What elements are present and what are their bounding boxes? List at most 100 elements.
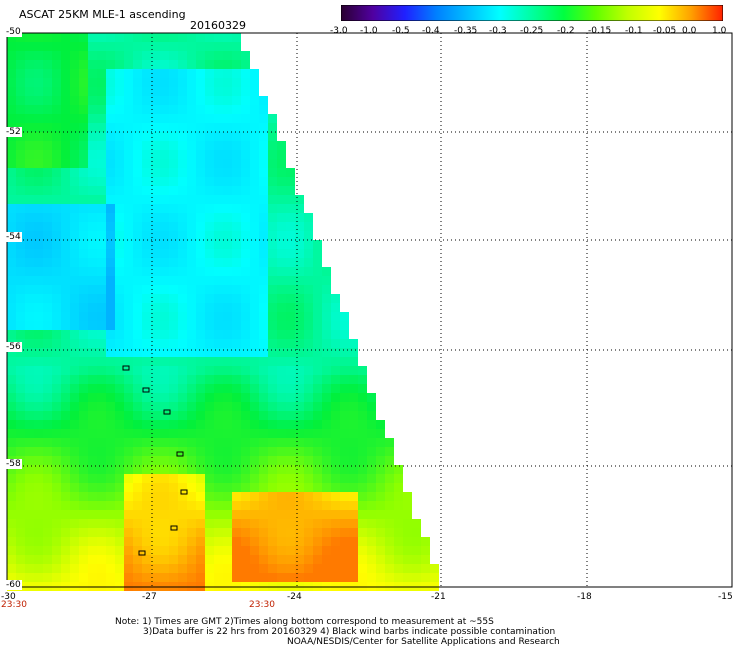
swath-cell bbox=[259, 357, 268, 366]
swath-cell bbox=[70, 123, 79, 132]
swath-cell bbox=[205, 213, 214, 222]
swath-cell bbox=[169, 465, 178, 474]
swath-cell bbox=[52, 96, 61, 105]
swath-cell bbox=[313, 501, 322, 510]
swath-cell bbox=[7, 195, 16, 204]
swath-cell bbox=[205, 339, 214, 348]
swath-cell bbox=[187, 51, 196, 60]
swath-cell bbox=[322, 420, 331, 429]
swath-cell bbox=[97, 537, 106, 546]
swath-cell bbox=[97, 159, 106, 168]
swath-cell bbox=[196, 339, 205, 348]
swath-cell bbox=[52, 87, 61, 96]
swath-cell bbox=[187, 348, 196, 357]
swath-cell bbox=[52, 42, 61, 51]
swath-cell bbox=[61, 33, 70, 42]
swath-cell bbox=[250, 231, 259, 240]
swath-cell bbox=[124, 429, 133, 438]
swath-cell bbox=[7, 150, 16, 159]
swath-cell bbox=[151, 447, 160, 456]
swath-cell bbox=[79, 474, 88, 483]
swath-cell bbox=[70, 141, 79, 150]
swath-cell bbox=[88, 123, 97, 132]
swath-cell bbox=[304, 240, 313, 249]
swath-cell bbox=[169, 168, 178, 177]
swath-cell bbox=[25, 69, 34, 78]
swath-cell bbox=[61, 393, 70, 402]
swath-cell bbox=[196, 231, 205, 240]
swath-cell bbox=[232, 411, 241, 420]
swath-cell bbox=[268, 483, 277, 492]
swath-cell bbox=[7, 141, 16, 150]
swath-cell bbox=[232, 321, 241, 330]
swath-cell bbox=[124, 114, 133, 123]
swath-cell bbox=[223, 546, 232, 555]
swath-cell bbox=[34, 312, 43, 321]
swath-cell bbox=[133, 258, 142, 267]
swath-cell bbox=[187, 492, 196, 501]
swath-cell bbox=[223, 51, 232, 60]
swath-cell bbox=[160, 294, 169, 303]
swath-cell bbox=[313, 519, 322, 528]
swath-cell bbox=[223, 123, 232, 132]
swath-cell bbox=[88, 51, 97, 60]
swath-cell bbox=[250, 483, 259, 492]
swath-cell bbox=[43, 42, 52, 51]
swath-cell bbox=[268, 528, 277, 537]
swath-cell bbox=[34, 204, 43, 213]
swath-cell bbox=[43, 213, 52, 222]
swath-cell bbox=[241, 60, 250, 69]
swath-cell bbox=[16, 420, 25, 429]
swath-cell bbox=[349, 375, 358, 384]
swath-cell bbox=[232, 204, 241, 213]
swath-cell bbox=[205, 519, 214, 528]
swath-cell bbox=[250, 132, 259, 141]
swath-cell bbox=[187, 483, 196, 492]
swath-cell bbox=[403, 573, 412, 582]
swath-cell bbox=[7, 384, 16, 393]
swath-cell bbox=[241, 564, 250, 573]
swath-cell bbox=[295, 348, 304, 357]
swath-cell bbox=[34, 69, 43, 78]
swath-cell bbox=[376, 555, 385, 564]
swath-cell bbox=[277, 312, 286, 321]
swath-cell bbox=[232, 564, 241, 573]
swath-cell bbox=[7, 267, 16, 276]
swath-cell bbox=[286, 177, 295, 186]
swath-cell bbox=[106, 402, 115, 411]
swath-cell bbox=[34, 177, 43, 186]
swath-cell bbox=[151, 348, 160, 357]
swath-cell bbox=[142, 303, 151, 312]
swath-cell bbox=[232, 537, 241, 546]
swath-cell bbox=[25, 312, 34, 321]
swath-cell bbox=[241, 159, 250, 168]
swath-cell bbox=[79, 330, 88, 339]
swath-cell bbox=[295, 483, 304, 492]
swath-cell bbox=[52, 132, 61, 141]
swath-cell bbox=[250, 411, 259, 420]
swath-cell bbox=[214, 105, 223, 114]
swath-cell bbox=[277, 402, 286, 411]
swath-cell bbox=[214, 339, 223, 348]
swath-cell bbox=[295, 492, 304, 501]
swath-cell bbox=[169, 96, 178, 105]
swath-cell bbox=[52, 51, 61, 60]
swath-cell bbox=[385, 438, 394, 447]
swath-cell bbox=[115, 42, 124, 51]
swath-cell bbox=[331, 375, 340, 384]
swath-cell bbox=[205, 447, 214, 456]
swath-cell bbox=[16, 51, 25, 60]
swath-cell bbox=[61, 339, 70, 348]
swath-cell bbox=[160, 573, 169, 582]
swath-cell bbox=[43, 204, 52, 213]
swath-cell bbox=[88, 312, 97, 321]
swath-cell bbox=[295, 222, 304, 231]
swath-cell bbox=[115, 447, 124, 456]
swath-cell bbox=[178, 231, 187, 240]
swath-cell bbox=[61, 123, 70, 132]
swath-cell bbox=[151, 240, 160, 249]
swath-cell bbox=[295, 357, 304, 366]
swath-cell bbox=[223, 222, 232, 231]
swath-cell bbox=[169, 384, 178, 393]
swath-cell bbox=[25, 510, 34, 519]
